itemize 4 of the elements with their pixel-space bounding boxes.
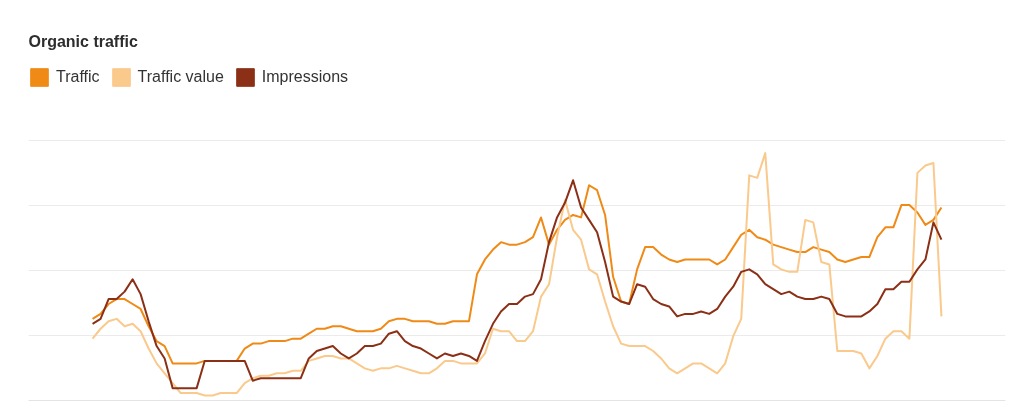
chart-title: Organic traffic [28,32,138,50]
legend-label: Traffic value [137,68,224,86]
legend-label: Impressions [261,68,349,86]
legend-label: Traffic [56,68,100,86]
